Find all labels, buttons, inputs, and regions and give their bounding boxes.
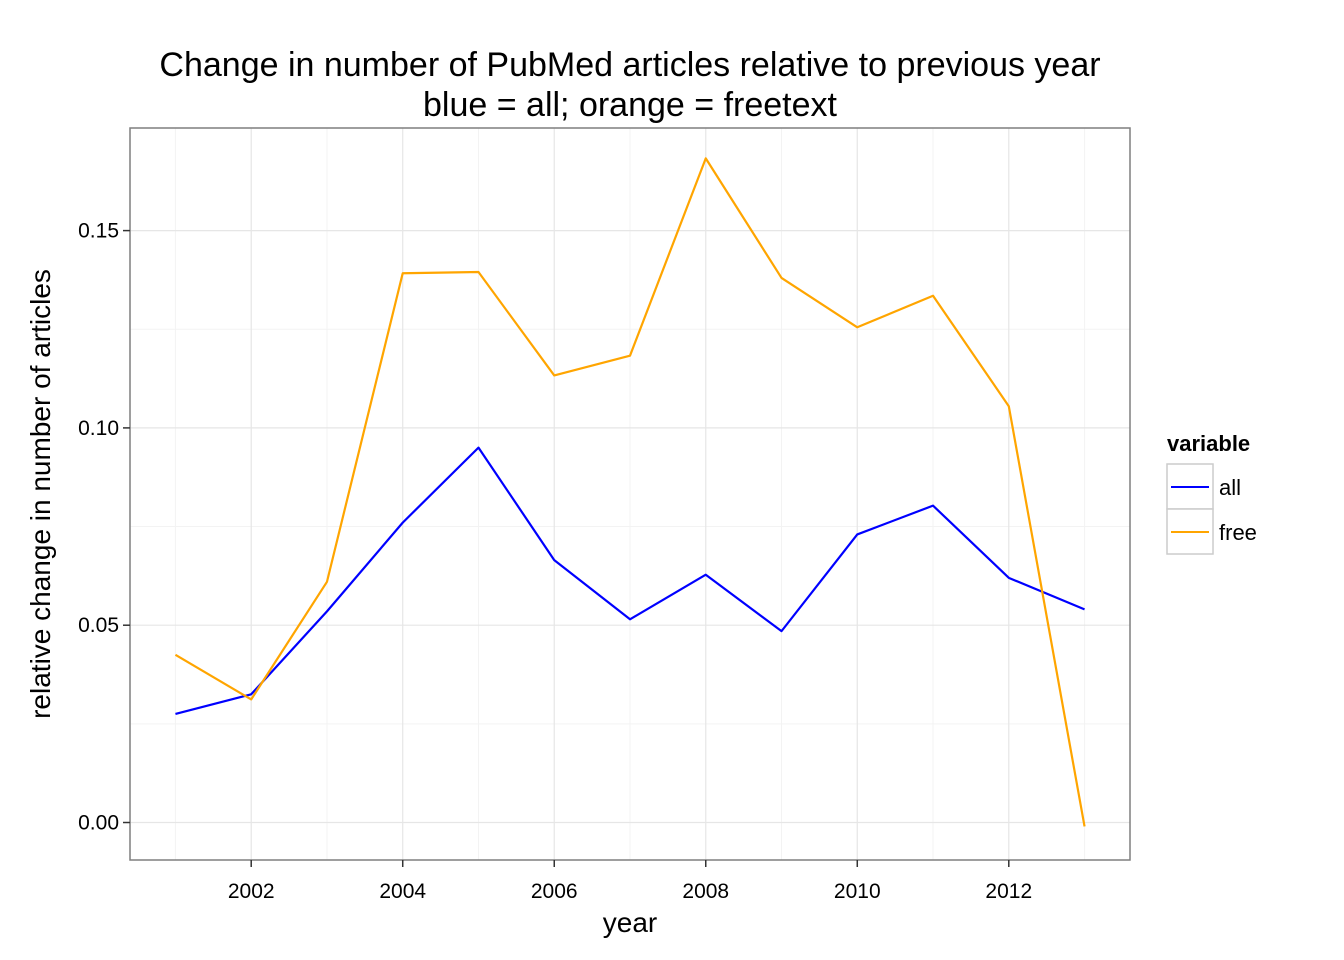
legend: variable all free (1166, 431, 1257, 555)
plot-border (129, 127, 1131, 861)
y-tick-label: 0.15 (78, 220, 119, 243)
axis-layer: 2002 2004 2006 2008 2010 2012 0.00 0.05 0.10 0.15 (78, 220, 1032, 903)
x-tick-label: 2004 (379, 880, 426, 903)
legend-label-free: free (1219, 520, 1257, 545)
series-line-free (174, 157, 1086, 827)
x-axis-title: year (603, 907, 657, 938)
y-tick-label: 0.05 (78, 614, 119, 637)
x-tick-label: 2006 (531, 880, 578, 903)
series-layer (174, 157, 1086, 827)
x-tick-label: 2012 (985, 880, 1032, 903)
x-tick-label: 2008 (682, 880, 729, 903)
grid-layer (130, 128, 1130, 860)
y-axis-title: relative change in number of articles (25, 269, 56, 719)
legend-title: variable (1167, 431, 1250, 456)
y-tick-label: 0.10 (78, 417, 119, 440)
chart-title: Change in number of PubMed articles rela… (159, 46, 1100, 84)
y-tick-label: 0.00 (78, 812, 119, 835)
x-tick-label: 2010 (834, 880, 881, 903)
x-tick-label: 2002 (228, 880, 275, 903)
legend-label-all: all (1219, 475, 1241, 500)
series-line-all (175, 446, 1085, 716)
chart-subtitle: blue = all; orange = freetext (423, 86, 837, 124)
